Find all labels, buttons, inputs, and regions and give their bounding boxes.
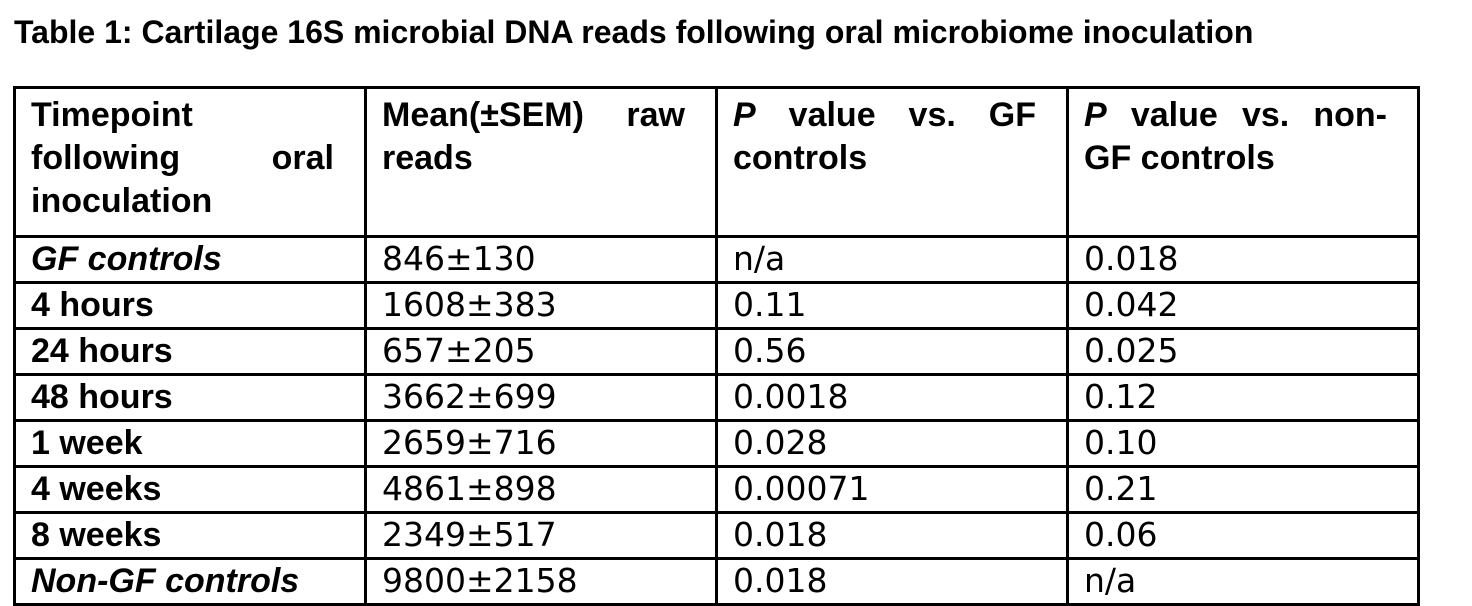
table-row-1-week: 1 week 2659±716 0.028 0.10 [13,419,1420,468]
table-row-non-gf-controls: Non-GF controls 9800±2158 0.018 n/a [13,557,1420,606]
cell-mean-reads: 2659±716 [364,419,718,468]
cell-p-vs-non-gf: 0.018 [1066,235,1420,284]
header-row: Timepoint following oral inoculation Mea… [13,86,1420,238]
header-cell-timepoint: Timepoint following oral inoculation [13,86,367,238]
header-label-p-vs-gf: value vs. GF controls [733,96,1036,177]
cell-mean-reads: 1608±383 [364,281,718,330]
table-row-48-hours: 48 hours 3662±699 0.0018 0.12 [13,373,1420,422]
cell-p-vs-gf: 0.56 [715,327,1069,376]
cell-mean-reads: 9800±2158 [364,557,718,606]
cell-mean-reads: 4861±898 [364,465,718,514]
cell-timepoint: 8 weeks [13,511,367,560]
cell-mean-reads: 2349±517 [364,511,718,560]
header-cell-mean-reads: Mean(±SEM) raw reads [364,86,718,238]
cell-p-vs-gf: 0.11 [715,281,1069,330]
cell-timepoint: 24 hours [13,327,367,376]
table-row-4-hours: 4 hours 1608±383 0.11 0.042 [13,281,1420,330]
cell-mean-reads: 846±130 [364,235,718,284]
results-table: Timepoint following oral inoculation Mea… [13,86,1420,606]
table-row-8-weeks: 8 weeks 2349±517 0.018 0.06 [13,511,1420,560]
cell-p-vs-non-gf: 0.025 [1066,327,1420,376]
header-cell-p-vs-gf: P value vs. GF controls [715,86,1069,238]
header-label-mean-reads: Mean(±SEM) raw reads [382,96,685,177]
cell-p-vs-gf: n/a [715,235,1069,284]
cell-timepoint: 4 weeks [13,465,367,514]
cell-p-vs-non-gf: 0.042 [1066,281,1420,330]
cell-p-vs-gf: 0.0018 [715,373,1069,422]
cell-timepoint: 48 hours [13,373,367,422]
table-row-gf-controls: GF controls 846±130 n/a 0.018 [13,235,1420,284]
table-row-4-weeks: 4 weeks 4861±898 0.00071 0.21 [13,465,1420,514]
document-page: Table 1: Cartilage 16S microbial DNA rea… [0,12,1472,606]
header-label-p-vs-gf-italic-p: P [733,96,756,134]
cell-p-vs-non-gf: n/a [1066,557,1420,606]
header-cell-p-vs-non-gf: P value vs. non-GF controls [1066,86,1420,238]
cell-mean-reads: 3662±699 [364,373,718,422]
cell-mean-reads: 657±205 [364,327,718,376]
table-row-24-hours: 24 hours 657±205 0.56 0.025 [13,327,1420,376]
cell-p-vs-non-gf: 0.12 [1066,373,1420,422]
cell-p-vs-gf: 0.00071 [715,465,1069,514]
cell-p-vs-gf: 0.018 [715,511,1069,560]
cell-p-vs-gf: 0.028 [715,419,1069,468]
cell-timepoint: Non-GF controls [13,557,367,606]
cell-timepoint: 1 week [13,419,367,468]
header-label-p-vs-non-gf-italic-p: P [1084,96,1107,134]
cell-p-vs-non-gf: 0.10 [1066,419,1420,468]
table-caption: Table 1: Cartilage 16S microbial DNA rea… [14,14,1254,50]
cell-p-vs-gf: 0.018 [715,557,1069,606]
header-label-p-vs-non-gf: value vs. non-GF controls [1084,96,1387,177]
cell-timepoint: GF controls [13,235,367,284]
cell-timepoint: 4 hours [13,281,367,330]
cell-p-vs-non-gf: 0.21 [1066,465,1420,514]
header-label-timepoint: Timepoint following oral inoculation [31,96,334,220]
cell-p-vs-non-gf: 0.06 [1066,511,1420,560]
